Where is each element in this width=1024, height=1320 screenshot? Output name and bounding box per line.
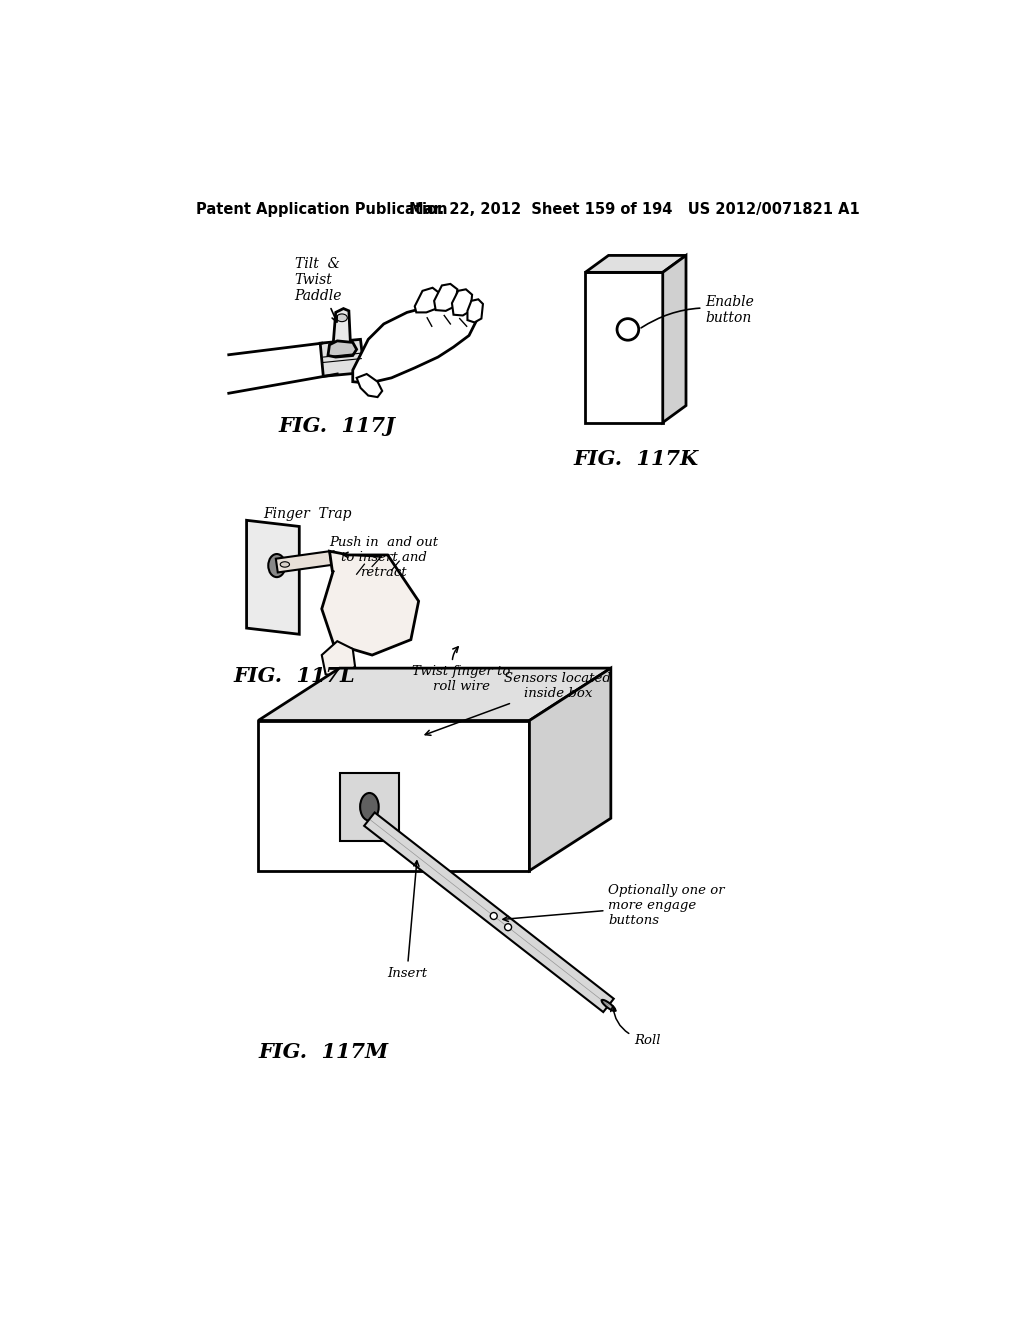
Text: Push in  and out
to insert and
retract: Push in and out to insert and retract [329,536,438,578]
Text: Patent Application Publication: Patent Application Publication [197,202,447,218]
Text: Finger  Trap: Finger Trap [263,507,352,521]
Polygon shape [452,289,472,315]
Polygon shape [586,272,663,422]
Text: FIG.  117M: FIG. 117M [258,1041,388,1061]
Text: Mar. 22, 2012  Sheet 159 of 194   US 2012/0071821 A1: Mar. 22, 2012 Sheet 159 of 194 US 2012/0… [409,202,859,218]
Circle shape [490,912,498,920]
Ellipse shape [360,793,379,821]
Polygon shape [321,339,365,376]
Polygon shape [356,374,382,397]
Text: Enable
button: Enable button [641,294,755,327]
Ellipse shape [268,554,286,577]
Ellipse shape [281,562,290,568]
Polygon shape [365,813,613,1012]
Text: Twist finger to
roll wire: Twist finger to roll wire [412,647,510,693]
Polygon shape [352,305,477,383]
Polygon shape [467,300,483,322]
Text: Insert: Insert [387,861,427,979]
Polygon shape [322,552,419,655]
Text: Tilt  &
Twist
Paddle: Tilt & Twist Paddle [295,257,342,322]
Polygon shape [586,256,686,272]
Polygon shape [328,341,356,358]
Polygon shape [529,668,611,871]
Text: Optionally one or
more engage
buttons: Optionally one or more engage buttons [503,884,725,927]
Text: FIG.  117K: FIG. 117K [573,449,698,469]
Circle shape [505,924,512,931]
Polygon shape [434,284,458,312]
Polygon shape [332,550,343,569]
Polygon shape [258,721,529,871]
Ellipse shape [602,999,615,1011]
Polygon shape [663,256,686,422]
Circle shape [617,318,639,341]
Polygon shape [340,774,399,841]
Polygon shape [334,309,350,346]
Polygon shape [258,668,611,721]
Polygon shape [247,520,299,635]
Polygon shape [322,642,355,677]
Text: FIG.  117L: FIG. 117L [233,667,355,686]
Text: FIG.  117J: FIG. 117J [279,416,395,436]
Text: Sensors located
inside box: Sensors located inside box [425,672,611,735]
Polygon shape [415,288,439,313]
Polygon shape [275,552,332,573]
Text: Roll: Roll [610,1006,660,1047]
Ellipse shape [337,314,347,322]
